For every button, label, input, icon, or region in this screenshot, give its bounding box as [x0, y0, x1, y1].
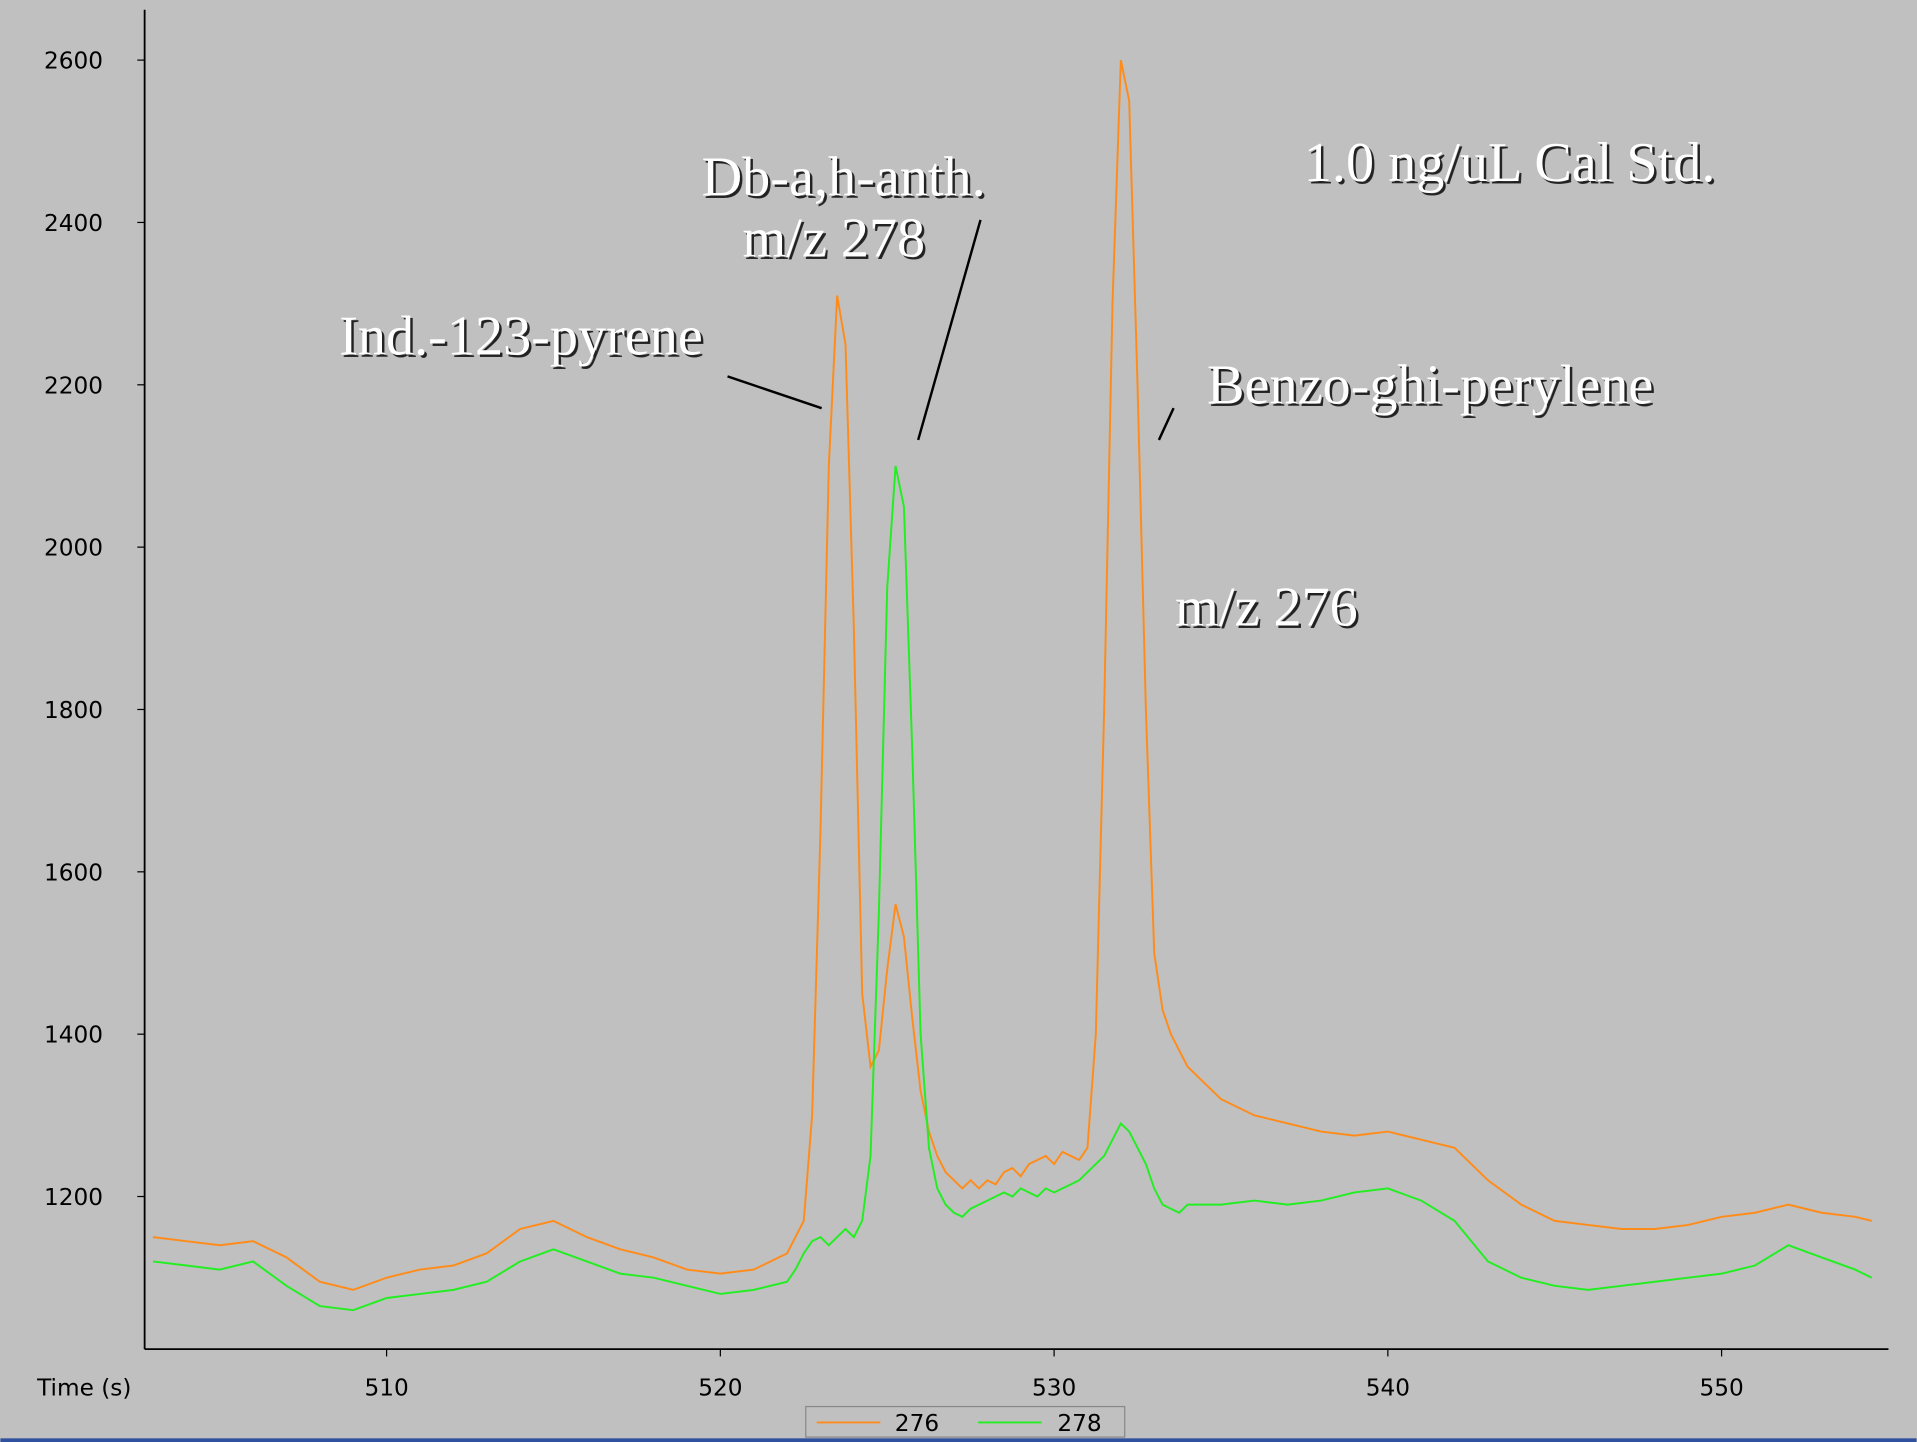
x-tick-label: 520: [698, 1375, 742, 1402]
y-tick-label: 1600: [44, 859, 103, 886]
legend-label: 278: [1057, 1410, 1101, 1437]
pointer-line: [1157, 407, 1175, 441]
pointer-line: [916, 219, 982, 441]
bottom-strip: [0, 1438, 1917, 1442]
annotation: Ind.-123-pyrene: [339, 305, 703, 367]
x-tick-label: 530: [1032, 1375, 1076, 1402]
legend-label: 276: [895, 1410, 939, 1437]
y-tick-label: 1400: [44, 1022, 103, 1049]
annotation: Benzo-ghi-perylene: [1207, 354, 1653, 416]
pointers: [727, 219, 1175, 441]
pointer-line: [727, 375, 823, 410]
y-tick-label: 2000: [44, 535, 103, 562]
legend-box: [805, 1405, 1126, 1438]
y-tick-label: 2600: [44, 48, 103, 75]
x-axis-label: Time (s): [36, 1375, 131, 1402]
x-tick-label: 510: [364, 1375, 408, 1402]
y-tick-label: 1200: [44, 1184, 103, 1211]
plot-area: [152, 59, 1873, 1312]
x-tick-label: 550: [1699, 1375, 1743, 1402]
y-tick-label: 2200: [44, 372, 103, 399]
chart-title: 1.0 ng/uL Cal Std.: [1304, 132, 1716, 194]
annotation: m/z 278: [743, 208, 926, 270]
x-tick-label: 540: [1366, 1375, 1410, 1402]
annotation: Db-a,h-anth.: [702, 147, 986, 209]
y-tick-label: 1800: [44, 697, 103, 724]
y-tick-label: 2400: [44, 210, 103, 237]
series-line: [152, 465, 1873, 1312]
annotation: m/z 276: [1175, 577, 1358, 639]
series-line: [152, 59, 1873, 1291]
